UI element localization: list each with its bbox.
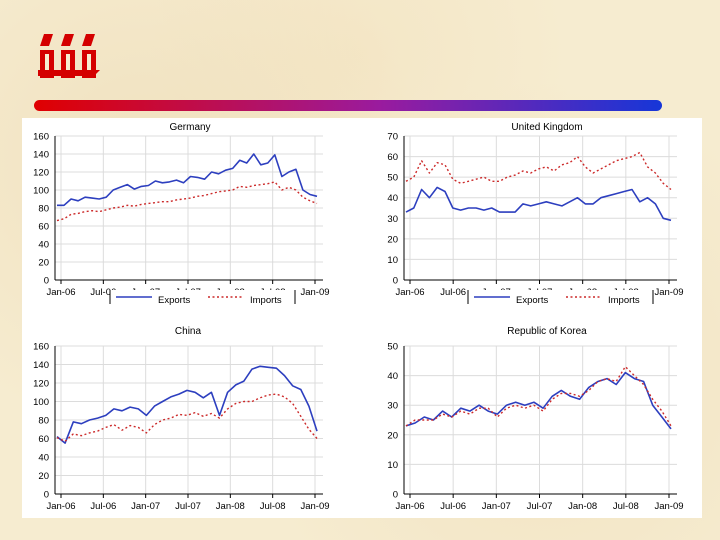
y-tick-label: 160: [33, 342, 49, 353]
y-tick-label: 60: [38, 434, 49, 445]
x-tick-label: Jul-08: [260, 501, 286, 512]
y-tick-label: 100: [33, 186, 49, 197]
y-tick-label: 20: [387, 430, 398, 441]
x-tick-label: Jan-08: [216, 501, 245, 512]
y-tick-label: 60: [387, 152, 398, 163]
x-tick-label: Jan-06: [395, 501, 424, 512]
y-tick-label: 50: [387, 173, 398, 184]
y-tick-label: 140: [33, 150, 49, 161]
y-tick-label: 100: [33, 397, 49, 408]
y-tick-label: 40: [38, 453, 49, 464]
legend-label-exports: Exports: [516, 295, 548, 306]
y-tick-label: 70: [387, 132, 398, 143]
chart-title: Republic of Korea: [507, 326, 587, 337]
x-tick-label: Jan-09: [300, 501, 329, 512]
y-tick-label: 80: [38, 416, 49, 427]
legend-label-imports: Imports: [608, 295, 640, 306]
y-tick-label: 30: [387, 214, 398, 225]
x-tick-label: Jan-06: [395, 287, 424, 298]
y-tick-label: 10: [387, 460, 398, 471]
x-tick-label: Jan-06: [46, 501, 75, 512]
y-tick-label: 40: [387, 193, 398, 204]
chart-title: China: [175, 326, 202, 337]
y-tick-label: 60: [38, 222, 49, 233]
series-line-exports: [405, 186, 672, 222]
y-tick-label: 80: [38, 204, 49, 215]
x-tick-label: Jul-07: [527, 501, 553, 512]
y-tick-label: 40: [387, 371, 398, 382]
y-tick-label: 30: [387, 401, 398, 412]
y-tick-label: 0: [393, 276, 398, 287]
x-tick-label: Jan-07: [131, 501, 160, 512]
chart-germany: Germany 0 20 40 60 80 100 120 140 160 Jan-06 Jul-06…: [33, 122, 329, 306]
series-line-exports: [57, 153, 318, 207]
series-line-imports: [405, 151, 672, 191]
y-tick-label: 0: [44, 276, 49, 287]
y-tick-label: 0: [393, 490, 398, 501]
x-tick-label: Jan-09: [300, 287, 329, 298]
y-tick-label: 160: [33, 132, 49, 143]
y-tick-label: 40: [38, 240, 49, 251]
legend-box: [468, 290, 653, 304]
x-tick-label: Jul-06: [90, 287, 116, 298]
x-tick-label: Jan-08: [568, 501, 597, 512]
y-tick-label: 120: [33, 379, 49, 390]
logo-icon: [38, 34, 100, 78]
y-tick-label: 20: [38, 258, 49, 269]
x-tick-label: Jan-06: [46, 287, 75, 298]
x-tick-label: Jul-06: [440, 287, 466, 298]
series-line-imports: [56, 393, 318, 442]
y-tick-label: 50: [387, 342, 398, 353]
legend-label-exports: Exports: [158, 295, 190, 306]
x-tick-label: Jul-06: [90, 501, 116, 512]
legend-box: [110, 290, 295, 304]
y-tick-label: 20: [387, 234, 398, 245]
x-tick-label: Jan-07: [482, 501, 511, 512]
x-tick-label: Jan-09: [654, 501, 683, 512]
series-line-imports: [56, 181, 318, 222]
y-tick-label: 140: [33, 360, 49, 371]
x-tick-label: Jan-09: [654, 287, 683, 298]
charts-panel: Germany 0 20 40 60 80 100 120 140 160 Jan-06 Jul-06…: [22, 118, 702, 518]
x-tick-label: Jul-07: [175, 501, 201, 512]
series-line-exports: [56, 365, 318, 444]
legend-label-imports: Imports: [250, 295, 282, 306]
x-tick-label: Jul-08: [613, 501, 639, 512]
chart-title: United Kingdom: [511, 122, 582, 133]
gradient-divider-bar: [34, 100, 662, 111]
y-tick-label: 120: [33, 168, 49, 179]
chart-republic-of-korea: Republic of Korea 0 10 20 30 40 50 Jan-06 Jul-06…: [387, 326, 683, 512]
chart-title: Germany: [169, 122, 210, 133]
series-line-exports: [405, 371, 672, 430]
chart-china: China 0 20 40 60 80 100 120 140 160 Jan-06 Jul-06 Ja…: [33, 326, 329, 512]
y-tick-label: 20: [38, 471, 49, 482]
y-tick-label: 10: [387, 255, 398, 266]
series-line-imports: [405, 365, 672, 427]
x-tick-label: Jul-06: [440, 501, 466, 512]
chart-united-kingdom: United Kingdom 0 10 20 30 40 50 60 70 Jan-06 Jul-0…: [387, 122, 683, 306]
y-tick-label: 0: [44, 490, 49, 501]
